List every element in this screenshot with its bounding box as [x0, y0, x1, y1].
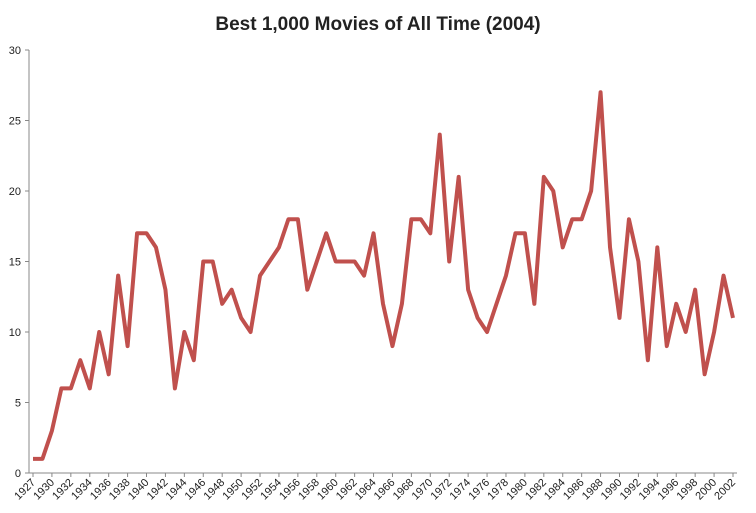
x-tick-label: 1978	[485, 477, 511, 503]
x-tick-label: 1948	[202, 477, 228, 503]
x-tick-label: 1984	[542, 477, 568, 503]
x-tick-label: 1970	[410, 477, 436, 503]
y-tick-label: 25	[9, 116, 21, 128]
x-tick-label: 1938	[107, 477, 133, 503]
x-tick-label: 1972	[429, 477, 455, 503]
x-tick-label: 1986	[561, 477, 587, 503]
x-tick-label: 1996	[656, 477, 682, 503]
x-tick-label: 1982	[523, 477, 549, 503]
x-tick-label: 1998	[674, 477, 700, 503]
x-tick-label: 1980	[504, 477, 530, 503]
x-tick-label: 1968	[391, 477, 417, 503]
x-tick-label: 2000	[693, 477, 719, 503]
x-tick-label: 1962	[334, 477, 360, 503]
chart-title: Best 1,000 Movies of All Time (2004)	[215, 14, 540, 35]
x-tick-label: 1990	[599, 477, 625, 503]
y-tick-label: 20	[9, 186, 21, 198]
x-tick-label: 1932	[50, 477, 76, 503]
x-tick-label: 1988	[580, 477, 606, 503]
x-tick-label: 2002	[712, 477, 738, 503]
x-tick-label: 1942	[145, 477, 171, 503]
y-tick-label: 30	[9, 45, 21, 57]
x-tick-label: 1946	[183, 477, 209, 503]
x-tick-label: 1934	[69, 477, 95, 503]
y-tick-label: 0	[15, 468, 21, 480]
x-tick-label: 1944	[164, 477, 190, 503]
x-tick-label: 1956	[277, 477, 303, 503]
x-tick-label: 1960	[315, 477, 341, 503]
x-tick-label: 1927	[12, 477, 38, 503]
y-tick-label: 5	[15, 398, 21, 410]
x-tick-label: 1992	[618, 477, 644, 503]
line	[33, 90, 735, 461]
x-tick-label: 1952	[239, 477, 265, 503]
x-tick-label: 1966	[372, 477, 398, 503]
x-tick-label: 1958	[296, 477, 322, 503]
x-tick-label: 1936	[88, 477, 114, 503]
y-tick-label: 15	[9, 257, 21, 269]
x-tick-label: 1930	[31, 477, 57, 503]
x-tick-label: 1994	[637, 477, 663, 503]
x-tick-label: 1974	[447, 477, 473, 503]
x-tick-label: 1954	[258, 477, 284, 503]
x-tick-label: 1940	[126, 477, 152, 503]
x-tick-label: 1964	[353, 477, 379, 503]
y-tick-label: 10	[9, 327, 21, 339]
x-tick-label: 1976	[466, 477, 492, 503]
x-tick-label: 1950	[220, 477, 246, 503]
